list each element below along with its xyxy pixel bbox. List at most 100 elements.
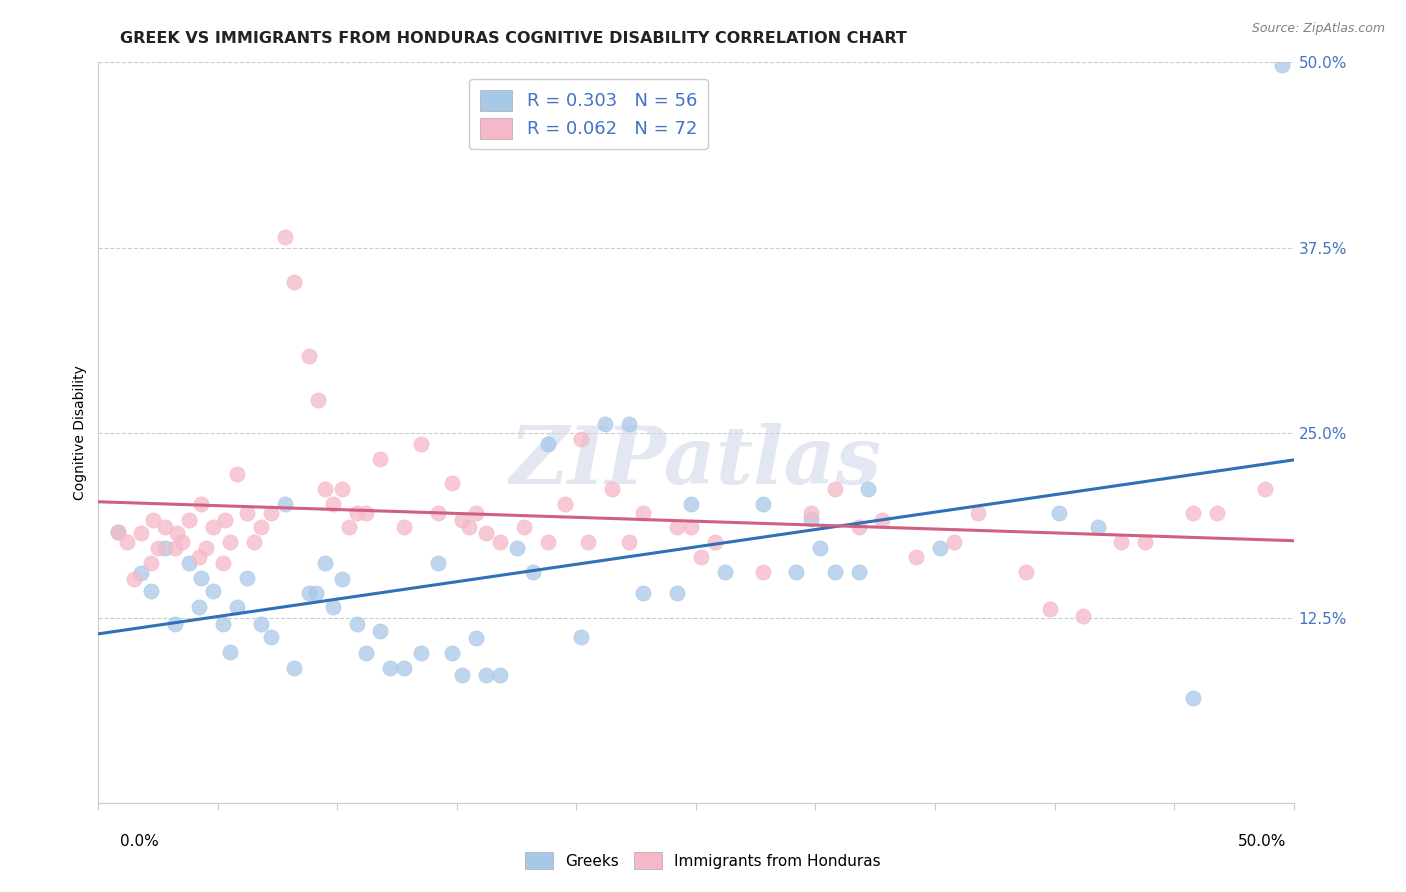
Point xyxy=(872,513,894,527)
Point xyxy=(904,549,927,564)
Point xyxy=(1135,535,1157,549)
Point xyxy=(752,565,775,579)
Point xyxy=(179,513,201,527)
Point xyxy=(441,646,464,660)
Point xyxy=(800,511,823,525)
Point xyxy=(569,432,592,446)
Point xyxy=(465,632,488,646)
Point xyxy=(602,482,624,496)
Point xyxy=(214,513,236,527)
Point xyxy=(339,520,361,534)
Point xyxy=(1182,506,1205,520)
Point xyxy=(315,482,337,496)
Point xyxy=(458,520,481,534)
Point xyxy=(219,645,242,659)
Legend: R = 0.303   N = 56, R = 0.062   N = 72: R = 0.303 N = 56, R = 0.062 N = 72 xyxy=(470,78,707,150)
Point xyxy=(808,541,831,555)
Point xyxy=(785,565,807,579)
Point xyxy=(617,535,640,549)
Point xyxy=(115,535,138,549)
Point xyxy=(298,585,321,599)
Point xyxy=(202,584,225,599)
Point xyxy=(155,520,177,534)
Point xyxy=(226,467,249,481)
Point xyxy=(1047,506,1070,520)
Point xyxy=(411,646,433,660)
Point xyxy=(283,661,305,675)
Point xyxy=(124,572,146,586)
Point xyxy=(800,506,823,520)
Point xyxy=(315,556,337,570)
Point xyxy=(1087,520,1109,534)
Point xyxy=(107,524,129,539)
Point xyxy=(155,541,177,555)
Point xyxy=(943,535,966,549)
Point xyxy=(307,392,329,407)
Point xyxy=(394,520,416,534)
Point xyxy=(633,585,655,599)
Point xyxy=(665,585,688,599)
Point xyxy=(202,520,225,534)
Point xyxy=(354,646,377,660)
Point xyxy=(190,497,212,511)
Text: 50.0%: 50.0% xyxy=(1239,834,1286,849)
Point xyxy=(928,541,950,555)
Text: GREEK VS IMMIGRANTS FROM HONDURAS COGNITIVE DISABILITY CORRELATION CHART: GREEK VS IMMIGRANTS FROM HONDURAS COGNIT… xyxy=(120,31,907,46)
Point xyxy=(1071,609,1094,624)
Point xyxy=(298,349,321,363)
Point xyxy=(195,541,218,555)
Point xyxy=(704,535,727,549)
Point xyxy=(681,497,703,511)
Text: 0.0%: 0.0% xyxy=(120,834,159,849)
Point xyxy=(305,585,328,599)
Point xyxy=(283,275,305,289)
Point xyxy=(139,584,162,599)
Point xyxy=(211,616,233,631)
Point xyxy=(824,482,846,496)
Point xyxy=(617,417,640,431)
Point xyxy=(474,526,496,541)
Point xyxy=(211,556,233,570)
Point xyxy=(179,556,201,570)
Point xyxy=(172,535,194,549)
Point xyxy=(322,497,344,511)
Point xyxy=(506,541,529,555)
Point xyxy=(187,549,209,564)
Point xyxy=(1015,565,1038,579)
Point xyxy=(226,600,249,615)
Point xyxy=(330,482,353,496)
Point xyxy=(537,535,560,549)
Point xyxy=(824,565,846,579)
Point xyxy=(489,668,512,682)
Point xyxy=(426,506,449,520)
Point xyxy=(474,668,496,682)
Point xyxy=(537,437,560,451)
Point xyxy=(274,230,297,244)
Point xyxy=(489,535,512,549)
Point xyxy=(187,600,209,615)
Point xyxy=(1271,58,1294,72)
Point xyxy=(665,520,688,534)
Point xyxy=(689,549,711,564)
Text: Source: ZipAtlas.com: Source: ZipAtlas.com xyxy=(1251,22,1385,36)
Point xyxy=(633,506,655,520)
Point xyxy=(513,520,536,534)
Point xyxy=(346,616,368,631)
Point xyxy=(163,616,186,631)
Point xyxy=(163,541,186,555)
Point xyxy=(1039,602,1062,616)
Point xyxy=(465,506,488,520)
Point xyxy=(752,497,775,511)
Point xyxy=(139,556,162,570)
Point xyxy=(330,572,353,586)
Point xyxy=(259,506,281,520)
Point xyxy=(967,506,990,520)
Text: ZIPatlas: ZIPatlas xyxy=(510,424,882,501)
Point xyxy=(1182,690,1205,705)
Point xyxy=(259,630,281,644)
Point xyxy=(219,535,242,549)
Point xyxy=(450,513,472,527)
Point xyxy=(370,624,392,638)
Point xyxy=(107,524,129,539)
Point xyxy=(522,565,544,579)
